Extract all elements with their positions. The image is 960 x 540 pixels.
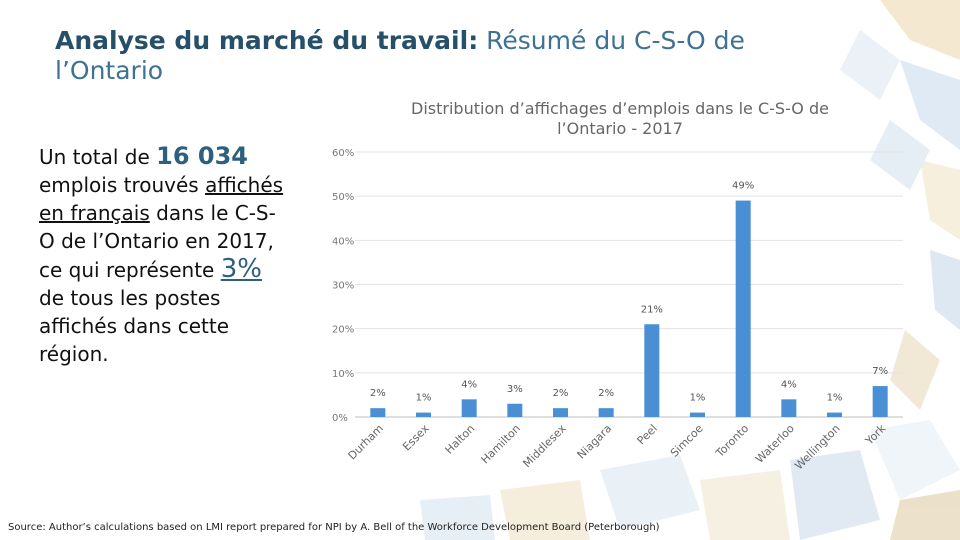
x-tick-label: Waterloo bbox=[753, 422, 797, 466]
bar-toronto bbox=[735, 200, 751, 417]
bar-halton bbox=[461, 399, 477, 417]
bar-hamilton bbox=[507, 403, 523, 417]
data-label: 1% bbox=[416, 393, 432, 404]
source-note: Source: Author’s calculations based on L… bbox=[8, 522, 660, 533]
bar-york bbox=[872, 386, 888, 417]
summary-line4: dans le C-S-O de l’Ontario en 2017, ce q… bbox=[39, 201, 276, 282]
summary-line2: emplois trouvés bbox=[39, 173, 206, 197]
y-tick-label: 50% bbox=[332, 192, 354, 203]
title-rest: Résumé du C-S-O de l’Ontario bbox=[55, 26, 745, 85]
summary-text: Un total de 16 034 emplois trouvés affic… bbox=[39, 142, 289, 368]
bar-wellington bbox=[827, 412, 842, 417]
summary-line3: affichés en français bbox=[39, 173, 284, 225]
data-label: 7% bbox=[872, 366, 888, 377]
chart-title: Distribution d’affichages d’emplois dans… bbox=[411, 99, 829, 138]
data-label: 4% bbox=[781, 379, 797, 390]
summary-line5: de tous les postes affichés dans cette r… bbox=[39, 286, 230, 366]
bar-chart: 0% 10% 20% 30% 40% 50% 60% 2% Durham 1% Essex 4% Hal… bbox=[332, 148, 903, 472]
title-bold: Analyse du marché du travail: bbox=[55, 26, 479, 55]
data-label: 2% bbox=[553, 388, 569, 399]
bar-simcoe bbox=[690, 412, 705, 417]
x-tick-label: Halton bbox=[443, 422, 478, 457]
data-label: 4% bbox=[461, 379, 477, 390]
bar-waterloo bbox=[781, 399, 797, 417]
data-label: 1% bbox=[690, 393, 706, 404]
data-label: 2% bbox=[370, 388, 386, 399]
data-label: 3% bbox=[507, 384, 523, 395]
x-tick-label: York bbox=[862, 421, 889, 448]
bar-niagara bbox=[598, 408, 614, 417]
data-label: 49% bbox=[732, 181, 754, 192]
summary-pct: 3% bbox=[220, 254, 262, 284]
x-tick-label: Durham bbox=[346, 422, 386, 462]
x-tick-label: Niagara bbox=[575, 422, 615, 462]
data-label: 2% bbox=[598, 388, 614, 399]
x-tick-label: Peel bbox=[635, 422, 660, 447]
data-label: 21% bbox=[641, 304, 663, 315]
summary-line1: Un total de bbox=[39, 145, 157, 169]
x-tick-label: Essex bbox=[400, 422, 432, 454]
y-tick-label: 30% bbox=[332, 281, 354, 292]
data-label: 1% bbox=[827, 393, 843, 404]
bar-middlesex bbox=[553, 408, 568, 417]
bar-peel bbox=[644, 324, 660, 417]
x-tick-label: Simcoe bbox=[668, 422, 706, 460]
x-tick-label: Middlesex bbox=[520, 422, 569, 471]
slide-title: Analyse du marché du travail: Résumé du … bbox=[55, 26, 815, 86]
y-tick-label: 40% bbox=[332, 236, 354, 247]
summary-total: 16 034 bbox=[156, 142, 248, 170]
y-tick-label: 20% bbox=[332, 325, 354, 336]
y-tick-label: 0% bbox=[332, 413, 348, 424]
x-tick-label: Wellington bbox=[792, 422, 842, 472]
x-tick-label: Toronto bbox=[713, 422, 752, 461]
y-tick-label: 10% bbox=[332, 369, 354, 380]
x-tick-label: Hamilton bbox=[479, 422, 523, 466]
bar-durham bbox=[370, 408, 386, 417]
bar-essex bbox=[416, 412, 431, 417]
y-tick-label: 60% bbox=[332, 148, 354, 159]
